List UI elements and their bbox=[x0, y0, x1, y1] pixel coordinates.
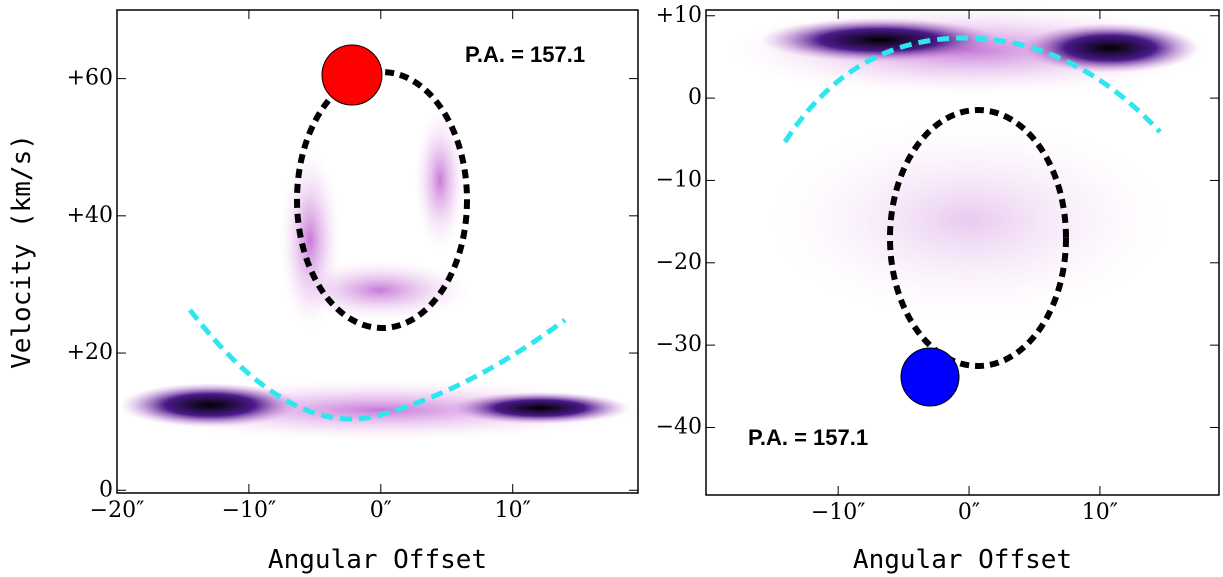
y-tick-label: 0 bbox=[99, 477, 113, 502]
plot-frame bbox=[705, 9, 1220, 496]
y-tick-label: +10 bbox=[656, 3, 702, 28]
y-tick-label: −20 bbox=[656, 250, 702, 275]
emission-map bbox=[730, 5, 1210, 407]
y-axis-label: Velocity (km/s) bbox=[7, 134, 37, 369]
x-tick-label: −10″ bbox=[222, 498, 277, 523]
x-tick-label: 10″ bbox=[495, 498, 531, 523]
x-tick-label: 0″ bbox=[370, 498, 392, 523]
y-tick-label: +20 bbox=[67, 340, 113, 365]
y-tick-label: +40 bbox=[67, 203, 113, 228]
x-tick-label: 10″ bbox=[1082, 500, 1118, 525]
x-tick-label: −20″ bbox=[90, 498, 145, 523]
annotation: P.A. = 157.1 bbox=[748, 425, 868, 450]
y-tick-label: −40 bbox=[656, 414, 702, 439]
y-tick-label: 0 bbox=[688, 85, 702, 110]
y-tick-label: −10 bbox=[656, 167, 702, 192]
y-tick-label: −30 bbox=[656, 332, 702, 357]
plot-frame bbox=[116, 9, 639, 494]
x-axis-label: Angular Offset bbox=[853, 545, 1072, 575]
x-tick-label: −10″ bbox=[811, 500, 866, 525]
x-axis-label: Angular Offset bbox=[268, 545, 487, 575]
annotation: P.A. = 157.1 bbox=[465, 42, 585, 67]
emission-map bbox=[120, 44, 640, 440]
x-tick-label: 0″ bbox=[958, 500, 980, 525]
y-tick-label: +60 bbox=[67, 66, 113, 91]
